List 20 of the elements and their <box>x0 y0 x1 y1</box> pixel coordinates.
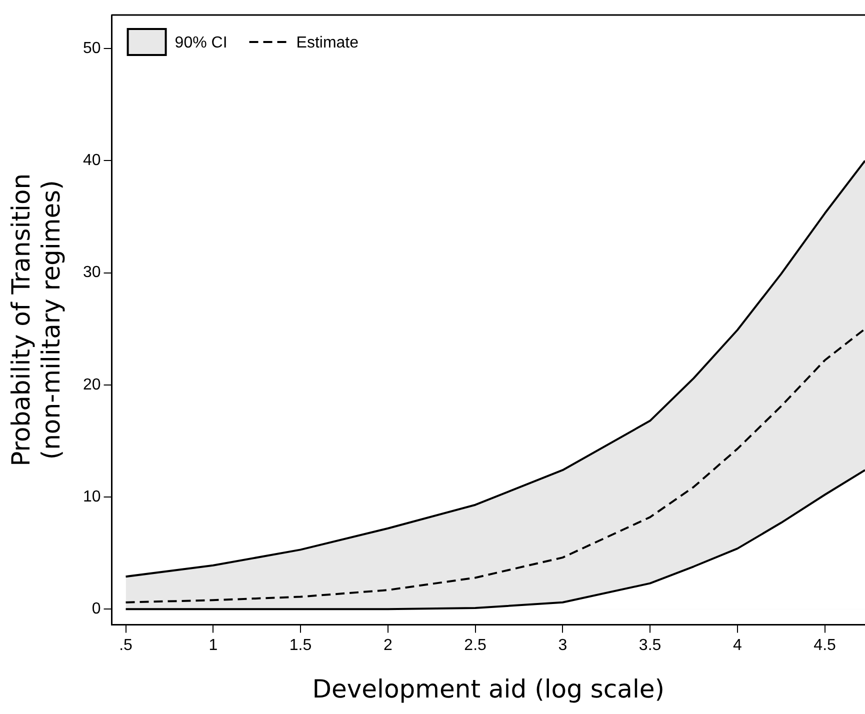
x-tick-label: 3 <box>558 636 568 654</box>
y-tick-label: 20 <box>83 376 101 394</box>
x-tick-label: 4.5 <box>814 636 836 654</box>
legend-label: Estimate <box>296 34 359 52</box>
y-tick-label: 0 <box>92 600 101 618</box>
y-tick-label: 10 <box>83 488 101 506</box>
y-tick-label: 50 <box>83 40 101 58</box>
x-tick-label: 1.5 <box>289 636 312 654</box>
x-axis-title: Development aid (log scale) <box>312 674 665 704</box>
x-tick-label: 2 <box>383 636 392 654</box>
y-tick-label: 30 <box>83 264 101 282</box>
y-tick-label: 40 <box>83 152 101 170</box>
x-tick-label: 1 <box>208 636 218 654</box>
x-tick-label: 2.5 <box>464 636 487 654</box>
x-tick-label: 4 <box>732 636 742 654</box>
x-tick-label: 3.5 <box>638 636 662 654</box>
legend-label: 90% CI <box>174 34 228 52</box>
line-series <box>124 328 865 604</box>
y-axis-title: Probability of Transition (non-military regimes) <box>6 173 66 466</box>
x-tick-label: .5 <box>119 636 133 654</box>
